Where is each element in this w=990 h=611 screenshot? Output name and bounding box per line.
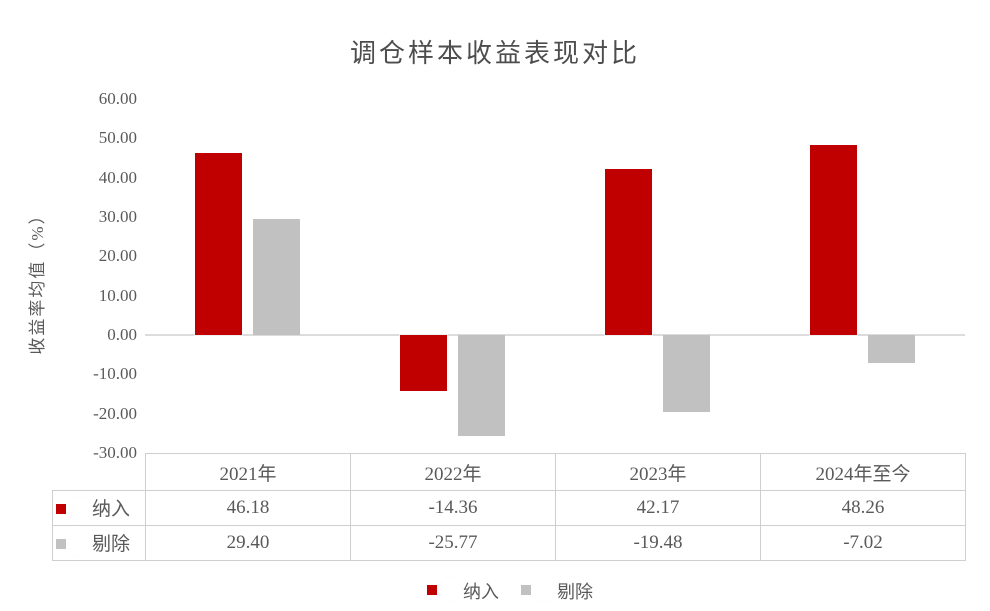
chart-title: 调仓样本收益表现对比 (349, 39, 640, 68)
table-value-cell: -7.02 (760, 525, 966, 561)
series-marker-icon (56, 538, 66, 549)
redaction-blob (67, 531, 92, 558)
series-label-cell: 剔除 (52, 525, 146, 561)
table-row: 剔除 29.40 -25.77 -19.48 -7.02 (52, 525, 966, 561)
bar (195, 153, 242, 335)
series-name: 纳入 (463, 582, 499, 602)
legend-item: 纳入 (427, 577, 499, 604)
bar (400, 335, 447, 392)
series-marker-icon (521, 584, 531, 595)
series-name: 纳入 (92, 498, 131, 520)
redaction-blob (532, 577, 557, 603)
bar (253, 219, 300, 335)
bar (810, 145, 857, 335)
table-value-cell: -25.77 (350, 525, 556, 561)
table-header-cell: 2021年 (145, 453, 351, 491)
table-header-cell: 2023年 (555, 453, 761, 491)
table-value-cell: 29.40 (145, 525, 351, 561)
series-marker-icon (427, 584, 437, 595)
table-value-cell: 48.26 (760, 490, 966, 526)
series-name: 剔除 (557, 582, 593, 602)
bar (458, 335, 505, 437)
legend-item: 剔除 (521, 577, 593, 604)
table-value-cell: 46.18 (145, 490, 351, 526)
y-tick-label: 10.00 (98, 285, 137, 305)
table-header-cell: 2022年 (350, 453, 556, 491)
series-marker-icon (56, 503, 66, 514)
table-row: 纳入 46.18 -14.36 42.17 48.26 (52, 490, 966, 526)
series-name: 剔除 (92, 533, 131, 555)
y-tick-label: 30.00 (98, 207, 137, 226)
bar (868, 335, 915, 363)
zero-axis-line (145, 334, 965, 336)
y-tick-label: 50.00 (98, 128, 137, 148)
bar (605, 169, 652, 335)
y-tick-label: -30.00 (93, 443, 137, 462)
table-value-cell: -14.36 (350, 490, 556, 526)
table-header-cell: 2024年至今 (760, 453, 966, 491)
bar (663, 335, 710, 412)
table-value-cell: 42.17 (555, 490, 761, 526)
y-tick-label: 0.00 (107, 325, 137, 344)
data-table: 2021年 2022年 2023年 2024年至今纳入 46.18 -14.36 42.17… (52, 453, 966, 561)
y-tick-label: -20.00 (93, 403, 137, 423)
y-tick-label: 20.00 (98, 246, 137, 266)
y-tick-label: 40.00 (98, 167, 137, 187)
series-label-cell: 纳入 (52, 490, 146, 526)
y-tick-label: 60.00 (98, 89, 137, 108)
y-tick-label: -10.00 (93, 364, 137, 384)
chart-legend: 纳入 剔除 (15, 577, 990, 604)
redaction-blob (438, 577, 463, 603)
table-value-cell: -19.48 (555, 525, 761, 561)
redaction-blob (67, 496, 92, 523)
